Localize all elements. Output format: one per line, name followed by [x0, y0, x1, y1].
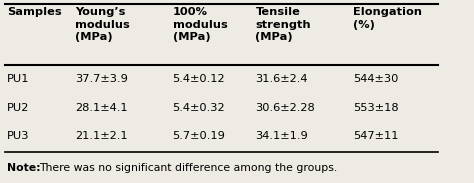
Text: PU2: PU2 — [7, 102, 29, 113]
Text: 30.6±2.28: 30.6±2.28 — [255, 102, 315, 113]
Text: Tensile
strength
(MPa): Tensile strength (MPa) — [255, 7, 311, 42]
Text: 37.7±3.9: 37.7±3.9 — [75, 74, 128, 84]
Text: 544±30: 544±30 — [353, 74, 398, 84]
Text: Samples: Samples — [7, 7, 61, 17]
Text: 100%
modulus
(MPa): 100% modulus (MPa) — [173, 7, 228, 42]
Text: 28.1±4.1: 28.1±4.1 — [75, 102, 128, 113]
Text: Note:: Note: — [7, 163, 44, 173]
Text: 547±11: 547±11 — [353, 131, 398, 141]
Text: There was no significant difference among the groups.: There was no significant difference amon… — [39, 163, 337, 173]
Text: 5.7±0.19: 5.7±0.19 — [173, 131, 226, 141]
Text: Young’s
modulus
(MPa): Young’s modulus (MPa) — [75, 7, 130, 42]
Text: 21.1±2.1: 21.1±2.1 — [75, 131, 128, 141]
Text: 553±18: 553±18 — [353, 102, 398, 113]
Text: 5.4±0.12: 5.4±0.12 — [173, 74, 225, 84]
Text: 31.6±2.4: 31.6±2.4 — [255, 74, 308, 84]
Text: 34.1±1.9: 34.1±1.9 — [255, 131, 308, 141]
Text: PU3: PU3 — [7, 131, 29, 141]
Text: 5.4±0.32: 5.4±0.32 — [173, 102, 225, 113]
Text: PU1: PU1 — [7, 74, 29, 84]
Text: Elongation
(%): Elongation (%) — [353, 7, 422, 30]
